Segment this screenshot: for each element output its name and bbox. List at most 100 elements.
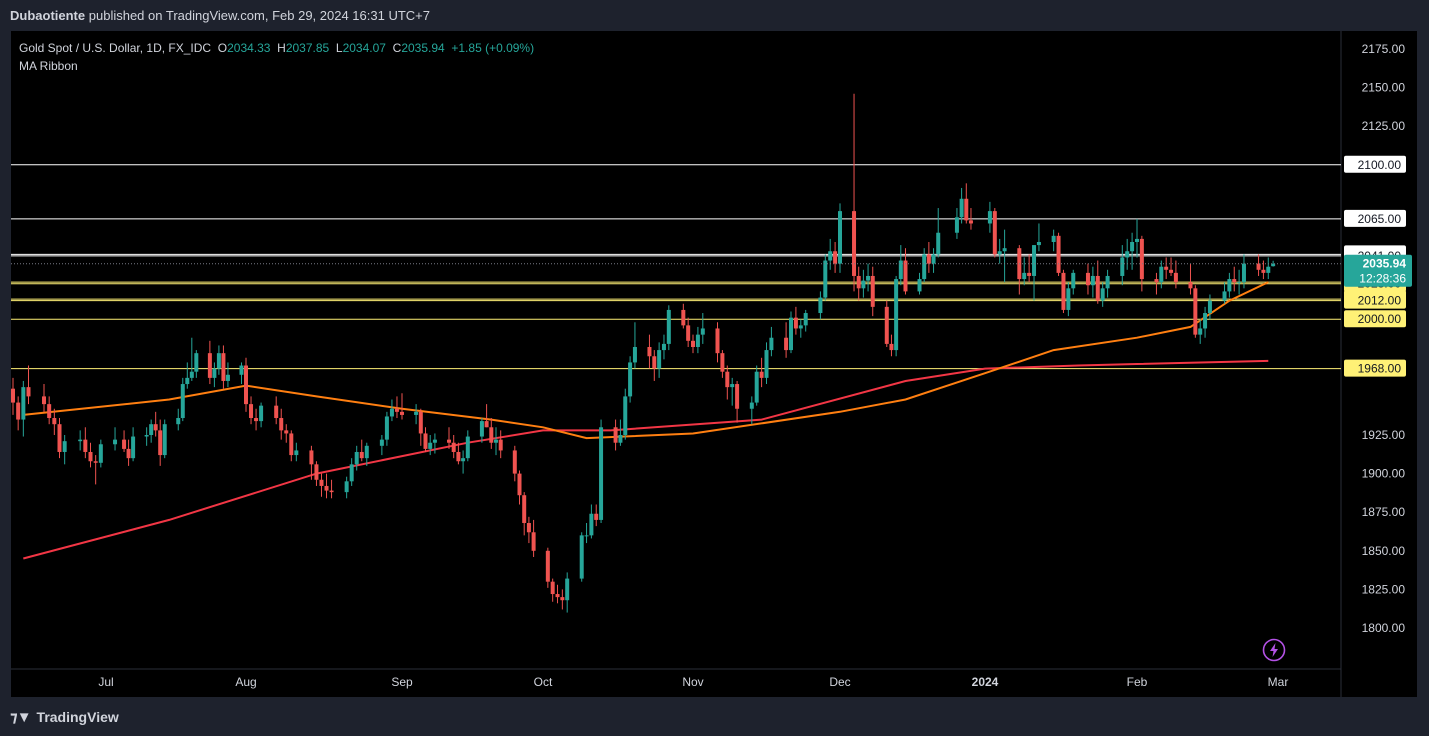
candle-body (349, 464, 354, 482)
candle-body (798, 325, 803, 329)
candle-body (83, 439, 88, 452)
time-tick-label: Jul (98, 675, 113, 689)
candle-body (715, 328, 720, 354)
candle-body (725, 371, 730, 388)
candle-body (828, 251, 833, 261)
candle-body (1056, 235, 1061, 273)
candle-body (354, 451, 359, 465)
candle-body (565, 578, 570, 601)
candle-body (852, 211, 857, 276)
time-tick-label: 2024 (972, 675, 999, 689)
candle-body (88, 451, 93, 462)
level-badge: 2012.00 (1344, 291, 1406, 309)
candle-body (1002, 248, 1007, 252)
candle-body (823, 260, 828, 298)
candle-body (700, 328, 705, 335)
candle-body (126, 448, 131, 459)
candle-body (1027, 272, 1032, 276)
candle-body (359, 451, 364, 459)
candle-body (599, 427, 604, 520)
price-tick-label: 1825.00 (1362, 582, 1406, 596)
candle-body (987, 211, 992, 224)
candle-body (1237, 282, 1242, 284)
candle-body (1198, 328, 1203, 335)
candle-body (461, 458, 466, 462)
candle-body (917, 279, 922, 292)
candle-body (730, 384, 735, 388)
candle-body (898, 260, 903, 280)
price-tick-label: 1925.00 (1362, 428, 1406, 442)
chart-legend: Gold Spot / U.S. Dollar, 1D, FX_IDC O203… (19, 39, 534, 75)
ma-mid-line (23, 281, 1269, 440)
candle-body (632, 346, 637, 363)
candle-body (861, 280, 866, 289)
current-price-label: 2035.94 (1363, 257, 1407, 271)
candle-body (784, 337, 789, 351)
candle-body (691, 340, 695, 347)
candle-body (749, 402, 754, 409)
candle-body (1036, 242, 1041, 246)
candle-body (423, 433, 428, 449)
candle-body (613, 427, 618, 443)
candle-body (57, 424, 62, 452)
candle-body (259, 405, 264, 422)
candle-body (1090, 275, 1095, 286)
candle-body (379, 439, 384, 446)
candle-body (555, 594, 560, 598)
candle-body (93, 461, 98, 463)
candle-body (1100, 288, 1105, 301)
indicator-name[interactable]: MA Ribbon (19, 59, 78, 73)
candle-body (1222, 291, 1227, 301)
candle-body (661, 343, 666, 351)
candle-body (526, 523, 531, 533)
candle-body (239, 365, 244, 375)
candle-body (1061, 272, 1066, 310)
candle-body (1173, 272, 1178, 283)
candle-body (666, 309, 671, 344)
candle-body (244, 365, 248, 405)
candle-body (180, 384, 185, 419)
candle-body (153, 424, 158, 431)
price-tick-label: 2175.00 (1362, 42, 1406, 56)
candle-body (149, 424, 154, 435)
candle-body (289, 433, 294, 456)
candle-body (818, 297, 823, 314)
publish-info: published on TradingView.com, Feb 29, 20… (88, 8, 430, 23)
candle-body (764, 350, 769, 378)
footer-brand[interactable]: ⁊▼ TradingView (10, 708, 119, 726)
candle-body (131, 436, 136, 459)
time-tick-label: Oct (534, 675, 553, 689)
candle-body (216, 353, 221, 369)
low-label: L (335, 41, 343, 55)
low-value: 2034.07 (342, 41, 386, 55)
time-tick-label: Mar (1268, 675, 1289, 689)
lightning-icon[interactable] (1262, 638, 1286, 662)
candle-body (428, 442, 433, 449)
time-tick-label: Aug (235, 675, 256, 689)
candle-body (498, 439, 503, 451)
open-value: 2034.33 (227, 41, 271, 55)
candle-body (329, 490, 334, 493)
candle-body (294, 450, 299, 456)
time-tick-label: Nov (682, 675, 703, 689)
candle-body (394, 408, 399, 412)
chart-frame[interactable]: 2175.00 2150.00 2125.00 1925.00 1900.00 1875.… (11, 31, 1417, 697)
price-chart[interactable]: 2175.00 2150.00 2125.00 1925.00 1900.00 1875.… (11, 31, 1417, 697)
candle-body (494, 439, 498, 443)
candle-body (803, 313, 808, 326)
candle-body (451, 442, 456, 452)
time-tick-label: Dec (829, 675, 850, 689)
candle-body (1188, 282, 1193, 289)
candle-body (384, 416, 389, 440)
candle-body (113, 439, 118, 445)
candle-body (1256, 263, 1261, 270)
level-badge-label: 2065.00 (1358, 212, 1402, 226)
candle-body (400, 411, 404, 415)
candle-body (754, 371, 759, 403)
author-name[interactable]: Dubaotiente (10, 8, 86, 23)
time-tick-label: Feb (1127, 675, 1148, 689)
symbol-name[interactable]: Gold Spot / U.S. Dollar, 1D, FX_IDC (19, 41, 212, 55)
candle-body (11, 388, 15, 403)
candle-body (42, 396, 46, 405)
candle-body (1130, 242, 1135, 252)
